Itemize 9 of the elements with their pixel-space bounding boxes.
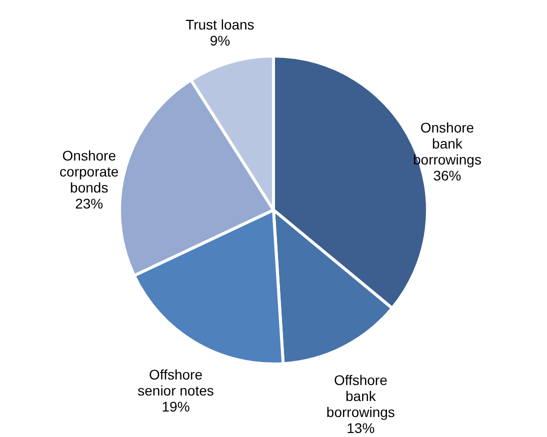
data-label: 36% [433,167,462,184]
data-label: 9% [210,32,230,49]
slice-label: Trust loans [186,16,254,33]
slice-label: Onshore corporate bonds [60,147,119,196]
slice-label: Offshore bank borrowings [326,372,395,420]
slice-label: Offshore senior notes [138,366,214,398]
data-label: 19% [162,398,190,414]
data-label: 23% [75,195,104,212]
data-label: 13% [346,420,375,436]
